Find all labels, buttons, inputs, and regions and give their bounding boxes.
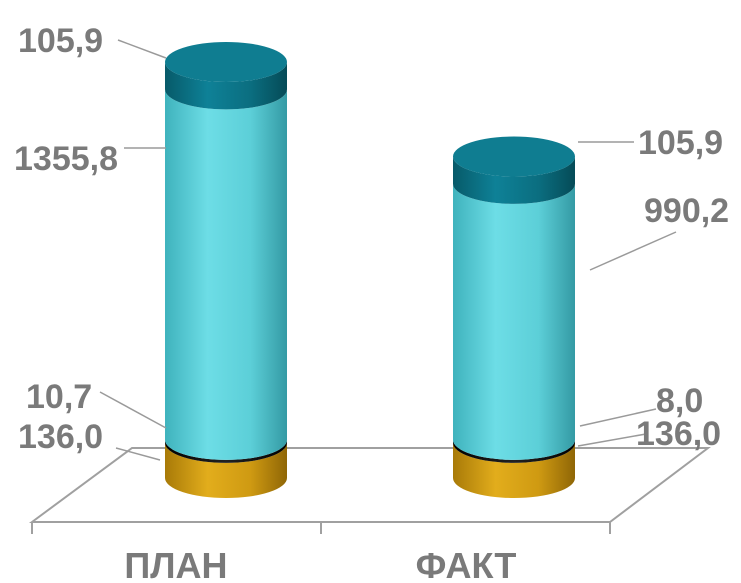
label-plan-s4: 105,9 — [18, 22, 103, 60]
label-plan-s3: 1355,8 — [14, 140, 118, 178]
bar-segment-plan-4 — [165, 61, 287, 110]
bar-segment-fact-1 — [453, 442, 575, 498]
label-fact-s2: 8,0 — [656, 382, 703, 420]
leader-plan-136 — [115, 447, 161, 461]
bar-segment-plan-1 — [165, 442, 287, 498]
bars-group — [165, 41, 575, 498]
leader-lines — [99, 39, 677, 461]
label-fact-s3: 990,2 — [644, 192, 729, 230]
leader-fact-136 — [577, 433, 647, 447]
leader-plan-10 — [99, 391, 167, 429]
chart-floor — [28, 447, 711, 523]
bar-top-cap-fact — [453, 136, 575, 177]
leader-fact-990 — [589, 231, 677, 271]
category-label-fact: ФАКТ — [416, 545, 517, 583]
leader-fact-8 — [579, 408, 657, 427]
label-plan-s1: 136,0 — [18, 418, 103, 456]
label-fact-s4: 105,9 — [638, 124, 723, 162]
bar-segment-fact-4 — [453, 156, 575, 204]
bar-segment-fact-3 — [453, 183, 575, 460]
category-label-plan: ПЛАН — [124, 545, 227, 583]
bar-top-cap-plan — [165, 41, 287, 82]
leader-plan-105 — [117, 39, 167, 59]
bar-segment-plan-3 — [165, 89, 287, 460]
label-fact-s1: 136,0 — [636, 415, 721, 453]
label-plan-s2: 10,7 — [26, 378, 92, 416]
